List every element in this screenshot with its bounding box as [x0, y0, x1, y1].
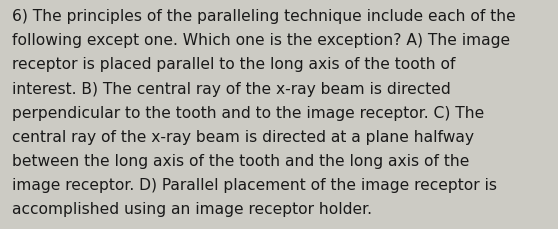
- Text: interest. B) The central ray of the x-ray beam is directed: interest. B) The central ray of the x-ra…: [12, 81, 451, 96]
- Text: central ray of the x-ray beam is directed at a plane halfway: central ray of the x-ray beam is directe…: [12, 129, 474, 144]
- Text: between the long axis of the tooth and the long axis of the: between the long axis of the tooth and t…: [12, 153, 470, 168]
- Text: image receptor. D) Parallel placement of the image receptor is: image receptor. D) Parallel placement of…: [12, 177, 497, 192]
- Text: following except one. Which one is the exception? A) The image: following except one. Which one is the e…: [12, 33, 511, 48]
- Text: accomplished using an image receptor holder.: accomplished using an image receptor hol…: [12, 202, 372, 216]
- Text: 6) The principles of the paralleling technique include each of the: 6) The principles of the paralleling tec…: [12, 9, 516, 24]
- Text: perpendicular to the tooth and to the image receptor. C) The: perpendicular to the tooth and to the im…: [12, 105, 484, 120]
- Text: receptor is placed parallel to the long axis of the tooth of: receptor is placed parallel to the long …: [12, 57, 456, 72]
